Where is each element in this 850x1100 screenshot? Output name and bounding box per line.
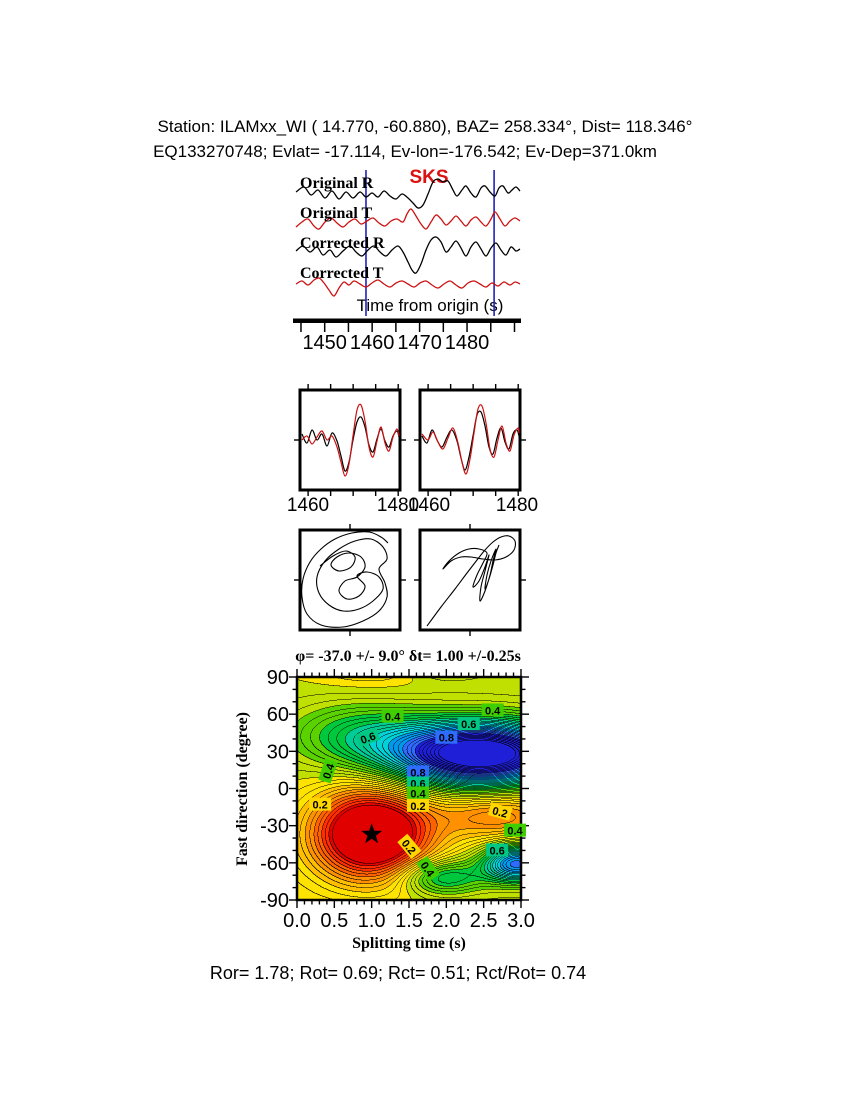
contour-label-box	[457, 717, 480, 731]
compare-trace-red-1	[301, 403, 400, 477]
surface-x-tick-label: 0.5	[320, 910, 348, 932]
contour-label-text: 0.2	[410, 801, 425, 813]
panel-tick-label: 1460	[408, 495, 450, 516]
y-axis-label: Fast direction (degree)	[234, 712, 251, 866]
contour-label-0.6: 0.6	[457, 717, 480, 731]
header-station-line: Station: ILAMxx_WI ( 14.770, -60.880), B…	[158, 117, 693, 136]
panel-tick-label: 1460	[287, 495, 329, 516]
contour-label-0.6: 0.6	[355, 727, 381, 748]
phase-label-sks: SKS	[409, 167, 448, 188]
time-axis-tick-label: 1470	[397, 332, 442, 354]
trace-corrected-t	[295, 277, 521, 297]
hodogram-curve-1	[301, 531, 389, 628]
contour-label-text: 0.4	[410, 788, 426, 800]
panel-tick-label: 1480	[377, 495, 419, 516]
contour-label-box	[486, 843, 509, 857]
contour-label-box	[487, 802, 513, 821]
contour-label-0.8: 0.8	[406, 765, 429, 779]
contour-label-box	[406, 776, 429, 790]
contour-label-0.4: 0.4	[504, 823, 527, 838]
trace-corrected-r	[295, 236, 521, 274]
contour-label-0.2: 0.2	[397, 833, 422, 860]
surface-y-tick-label: 60	[267, 704, 289, 726]
time-axis-tick-label: 1480	[445, 332, 490, 354]
trace-label-corrected-r: Corrected R	[300, 235, 385, 252]
particle-motion-panel-1	[298, 528, 402, 632]
trace-label-corrected-t: Corrected T	[300, 265, 384, 282]
contour-label-box	[309, 797, 332, 811]
trace-original-t	[295, 208, 521, 230]
contour-label-text: 0.6	[461, 719, 476, 731]
contour-label-0.2: 0.2	[309, 797, 332, 812]
contour-label-box	[406, 786, 429, 800]
contour-inline-labels: 0.40.40.60.80.60.4 0.80.60.40.20.20.20.20…	[309, 703, 527, 882]
contour-label-text: 0.4	[321, 762, 337, 781]
time-axis-title: Time from origin (s)	[357, 296, 504, 315]
contour-label-0.4: 0.4	[318, 758, 338, 784]
contour-label-text: 0.6	[489, 845, 504, 857]
contour-label-text: 0.2	[312, 800, 327, 812]
surface-y-tick-label: 0	[278, 779, 289, 801]
x-axis-label: Splitting time (s)	[352, 935, 466, 952]
contour-label-0.4: 0.4	[381, 709, 404, 724]
contour-label-text: 0.4	[507, 826, 523, 838]
surface-y-tick-label: 30	[267, 741, 289, 763]
panel-tick-label: 1480	[496, 495, 538, 516]
contour-label-box	[406, 798, 429, 812]
contour-label-0.4: 0.4	[416, 856, 440, 882]
trace-label-original-t: Original T	[300, 205, 372, 222]
contour-label-box	[504, 823, 527, 837]
surface-x-tick-label: 0.0	[283, 910, 311, 932]
surface-y-tick-label: -30	[260, 816, 289, 838]
surface-x-tick-label: 2.0	[432, 910, 460, 932]
error-surface-title: φ= -37.0 +/- 9.0° δt= 1.00 +/-0.25s	[295, 648, 521, 665]
contour-label-box	[416, 856, 440, 882]
trace-label-original-r: Original R	[300, 175, 374, 192]
generated-graphics: Original R Original T Corrected R Corrected…	[260, 170, 538, 932]
contour-label-0.2: 0.2	[487, 802, 513, 821]
hodogram-curve-2	[426, 535, 516, 627]
time-axis	[293, 318, 521, 323]
result-ratios-text: Ror= 1.78; Rot= 0.69; Rct= 0.51; Rct/Rot…	[210, 963, 586, 983]
compare-trace-red-2	[421, 404, 520, 475]
contour-label-text: 0.8	[410, 767, 425, 779]
surface-x-tick-label: 3.0	[507, 910, 535, 932]
compare-trace-black-2	[421, 410, 520, 471]
contour-label-0.4: 0.4	[406, 786, 429, 800]
surface-y-tick-label: -90	[260, 890, 289, 912]
contour-label-box	[397, 833, 422, 860]
contour-label-box	[318, 758, 338, 784]
trace-original-r	[295, 178, 521, 209]
contour-label-box	[406, 765, 429, 779]
best-fit-star	[361, 823, 383, 844]
surface-x-tick-label: 2.5	[470, 910, 498, 932]
contour-label-text: 0.4	[485, 705, 501, 717]
header-event-line: EQ133270748; Evlat= -17.114, Ev-lon=-176…	[153, 142, 657, 161]
surface-x-tick-label: 1.5	[395, 910, 423, 932]
contour-label-box	[481, 703, 504, 717]
contour-label-0.2: 0.2	[406, 798, 429, 813]
contour-label-box	[355, 727, 381, 748]
time-axis-tick-label: 1450	[302, 332, 347, 354]
surface-y-tick-label: -60	[260, 853, 289, 875]
surface-y-tick-label: 90	[267, 667, 289, 689]
contour-label-box	[435, 730, 458, 744]
contour-label-0.6: 0.6	[486, 843, 509, 857]
contour-label-text: 0.6	[359, 730, 377, 747]
compare-trace-black-1	[301, 416, 400, 472]
contour-label-0.8: 0.8	[435, 730, 458, 745]
time-axis-tick-label: 1460	[350, 332, 395, 354]
contour-label-text: 0.8	[439, 733, 454, 745]
contour-label-box	[381, 709, 404, 723]
contour-label-text: 0.4	[385, 712, 401, 724]
contour-label-0.4: 0.4	[481, 703, 504, 717]
contour-label-text: 0.2	[491, 805, 509, 821]
surface-x-tick-label: 1.0	[358, 910, 386, 932]
